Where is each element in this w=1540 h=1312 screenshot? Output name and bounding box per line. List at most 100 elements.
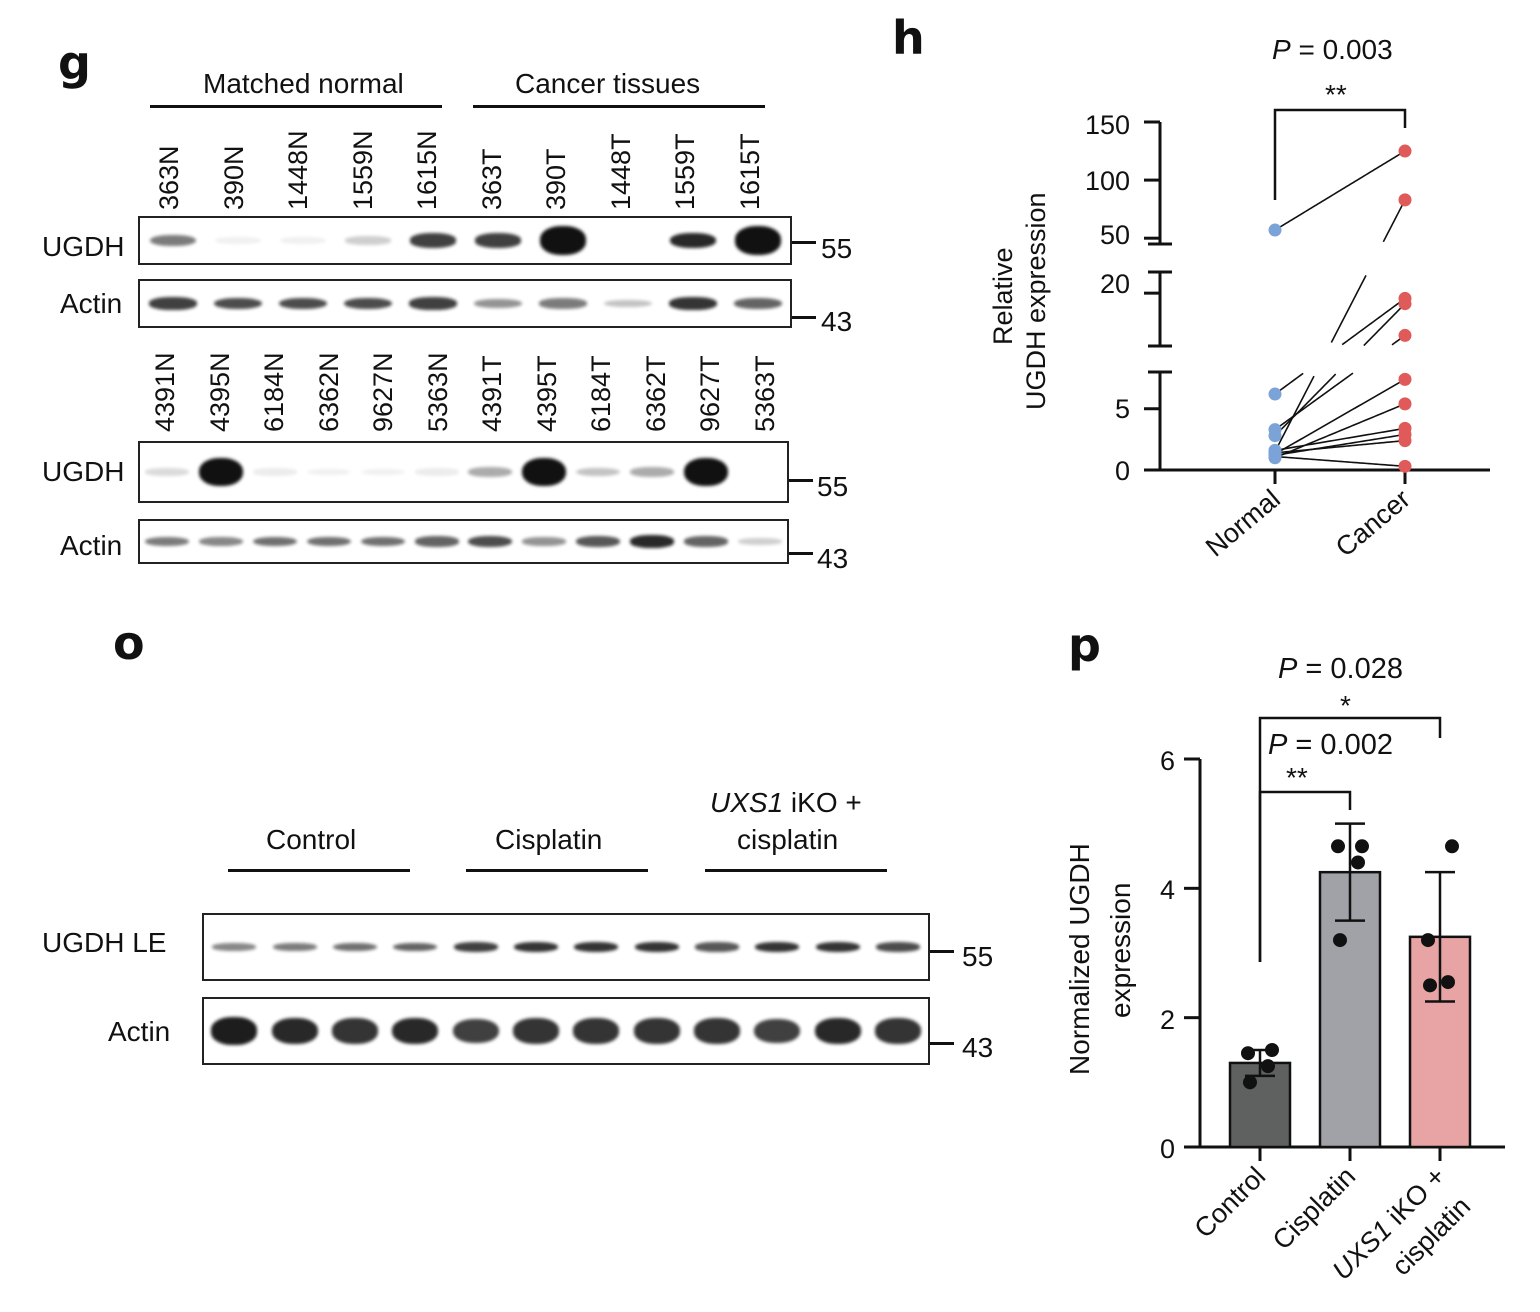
group-label-text: iKO + (783, 787, 862, 818)
band-ugdh (144, 468, 189, 476)
group-label-cancer-tissues: Cancer tissues (515, 68, 701, 99)
significance-h: ** (1325, 79, 1347, 110)
y-tick-label-p: 2 (1160, 1005, 1175, 1035)
group-line-control (228, 869, 410, 872)
data-point (1441, 975, 1455, 990)
data-point (1421, 933, 1435, 948)
y-tick-label-p: 6 (1160, 746, 1175, 776)
p-italic: P (1278, 653, 1298, 685)
band-actin (392, 1017, 439, 1045)
mw-marker-tick (930, 950, 954, 953)
band-ugdh (634, 941, 679, 952)
mw-label-43: 43 (817, 543, 849, 574)
mw-label-43: 43 (821, 306, 853, 337)
band-actin (684, 536, 729, 547)
y-tick-label-h: 5 (1115, 394, 1130, 424)
mw-label-43: 43 (962, 1032, 994, 1063)
band-actin (278, 297, 327, 310)
band-actin (213, 297, 262, 310)
chart-h-pair-lines (1274, 150, 1406, 468)
band-ugdh (474, 233, 521, 248)
band-ugdh (875, 942, 920, 952)
y-tick-label-h: 50 (1100, 220, 1130, 250)
group-label-uxs1-line1: UXS1 iKO + (710, 789, 862, 817)
row-label-actin: Actin (60, 288, 123, 319)
band-ugdh (539, 226, 586, 255)
band-actin (738, 538, 783, 545)
gene-italic: UXS1 (710, 787, 784, 818)
pair-line (1341, 297, 1406, 346)
mw-marker-tick (792, 241, 816, 244)
band-ugdh (414, 468, 459, 476)
pair-line (1274, 150, 1406, 231)
band-ugdh (252, 468, 297, 476)
bar (1408, 935, 1472, 1149)
y-tick-label-h: 0 (1115, 456, 1130, 486)
group-line-matched-normal (150, 105, 442, 108)
p-value-h: P = 0.003 (1272, 36, 1393, 64)
band-actin (693, 1018, 740, 1044)
band-ugdh (522, 457, 567, 487)
band-actin (360, 536, 405, 547)
band-ugdh (669, 232, 716, 248)
band-ugdh (332, 942, 377, 952)
data-point (1261, 1059, 1275, 1074)
y-tick-label-h: 100 (1085, 166, 1130, 196)
band-actin (306, 536, 351, 547)
blot-ugdh-row2 (138, 441, 789, 503)
significance-bracket (1273, 108, 1407, 200)
mw-marker-tick (792, 316, 816, 319)
band-ugdh (198, 457, 243, 487)
band-ugdh (630, 467, 675, 477)
band-ugdh (755, 941, 800, 952)
significance-p1: * (1340, 690, 1351, 721)
point-normal (1268, 450, 1282, 464)
point-cancer (1398, 459, 1412, 473)
blot-ugdh-row1 (138, 216, 792, 265)
band-actin (144, 536, 189, 547)
band-ugdh (212, 943, 257, 951)
band-ugdh (360, 468, 405, 476)
pair-line (1274, 403, 1406, 459)
pair-line (1330, 275, 1367, 343)
band-actin (331, 1018, 378, 1044)
panel-letter-o: o (113, 616, 145, 670)
band-actin (468, 535, 513, 548)
y-tick-label-h: 20 (1100, 269, 1130, 299)
band-actin (733, 297, 782, 310)
band-actin (148, 297, 197, 310)
mw-marker-tick (789, 552, 813, 555)
pair-line (1363, 303, 1406, 347)
point-cancer (1398, 372, 1412, 386)
panel-letter-g: g (58, 36, 91, 90)
pair-line (1274, 375, 1315, 452)
band-ugdh (513, 941, 558, 952)
p-italic: P (1272, 34, 1291, 65)
pair-line (1274, 378, 1406, 455)
chart-p-points (1241, 839, 1459, 1090)
band-actin (452, 1018, 499, 1044)
p-value-text: = 0.002 (1287, 729, 1393, 761)
point-normal (1268, 429, 1282, 443)
point-cancer (1398, 297, 1412, 311)
band-actin (198, 536, 243, 547)
group-label-uxs1-line2: cisplatin (737, 824, 839, 855)
data-point (1445, 839, 1459, 854)
pair-line (1274, 439, 1406, 454)
band-actin (538, 298, 587, 309)
band-actin (271, 1017, 318, 1045)
p-value-p1: P = 0.028 (1278, 655, 1403, 684)
panel-letter-h: h (892, 11, 925, 65)
pair-line (1274, 427, 1406, 452)
mw-label-55: 55 (821, 233, 853, 264)
band-ugdh (214, 237, 261, 244)
group-label-cisplatin: Cisplatin (495, 824, 603, 855)
row-label-actin: Actin (60, 530, 123, 561)
chart-h-axes (1144, 108, 1490, 484)
data-point (1265, 1043, 1279, 1057)
band-actin (668, 297, 717, 310)
band-actin (512, 1018, 559, 1044)
pair-line (1274, 433, 1406, 457)
band-ugdh (576, 467, 621, 477)
